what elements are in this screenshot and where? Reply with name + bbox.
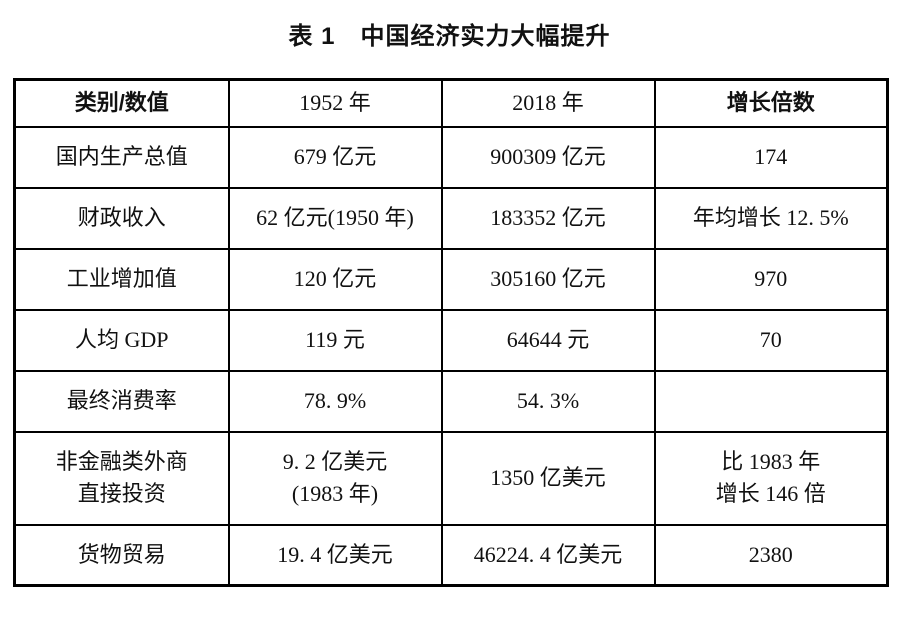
table-cell: 174 — [653, 125, 889, 189]
table-cell — [653, 369, 889, 433]
table-row-gdp: 国内生产总值 679 亿元 900309 亿元 174 — [13, 125, 889, 189]
table-cell: 1350 亿美元 — [440, 430, 656, 526]
header-cell-category: 类别/数值 — [13, 78, 230, 128]
table-cell: 19. 4 亿美元 — [227, 523, 443, 587]
table-cell: 46224. 4 亿美元 — [440, 523, 656, 587]
table-cell: 78. 9% — [227, 369, 443, 433]
table-title: 表 1 中国经济实力大幅提升 — [288, 23, 611, 50]
table-cell: 工业增加值 — [13, 247, 230, 311]
table-cell: 64644 元 — [440, 308, 656, 372]
table-row-final-consumption-rate: 最终消费率 78. 9% 54. 3% — [13, 369, 889, 433]
table-cell: 年均增长 12. 5% — [653, 186, 889, 250]
table-cell: 比 1983 年 增长 146 倍 — [653, 430, 889, 526]
table-cell: 62 亿元(1950 年) — [227, 186, 443, 250]
table-cell: 人均 GDP — [13, 308, 230, 372]
header-cell-growth-factor: 增长倍数 — [653, 78, 889, 128]
table-row-foreign-direct-investment: 非金融类外商 直接投资 9. 2 亿美元 (1983 年) 1350 亿美元 比… — [13, 430, 889, 526]
header-cell-year-2018: 2018 年 — [440, 78, 656, 128]
table-row-fiscal-revenue: 财政收入 62 亿元(1950 年) 183352 亿元 年均增长 12. 5% — [13, 186, 889, 250]
table-cell: 货物贸易 — [13, 523, 230, 587]
table-cell: 国内生产总值 — [13, 125, 230, 189]
economic-strength-table: 类别/数值 1952 年 2018 年 增长倍数 国内生产总值 679 亿元 9… — [13, 78, 889, 587]
table-cell: 119 元 — [227, 308, 443, 372]
table-row-goods-trade: 货物贸易 19. 4 亿美元 46224. 4 亿美元 2380 — [13, 523, 889, 587]
table-cell: 非金融类外商 直接投资 — [13, 430, 230, 526]
header-cell-year-1952: 1952 年 — [227, 78, 443, 128]
table-cell: 679 亿元 — [227, 125, 443, 189]
table-cell: 54. 3% — [440, 369, 656, 433]
header-row: 类别/数值 1952 年 2018 年 增长倍数 — [13, 78, 889, 128]
table-row-industrial-added-value: 工业增加值 120 亿元 305160 亿元 970 — [13, 247, 889, 311]
table-cell: 2380 — [653, 523, 889, 587]
table-cell: 183352 亿元 — [440, 186, 656, 250]
table-cell: 120 亿元 — [227, 247, 443, 311]
table-cell: 9. 2 亿美元 (1983 年) — [227, 430, 443, 526]
table-cell: 70 — [653, 308, 889, 372]
table-cell: 900309 亿元 — [440, 125, 656, 189]
table-cell: 财政收入 — [13, 186, 230, 250]
table-cell: 305160 亿元 — [440, 247, 656, 311]
table-row-per-capita-gdp: 人均 GDP 119 元 64644 元 70 — [13, 308, 889, 372]
table-cell: 970 — [653, 247, 889, 311]
table-cell: 最终消费率 — [13, 369, 230, 433]
